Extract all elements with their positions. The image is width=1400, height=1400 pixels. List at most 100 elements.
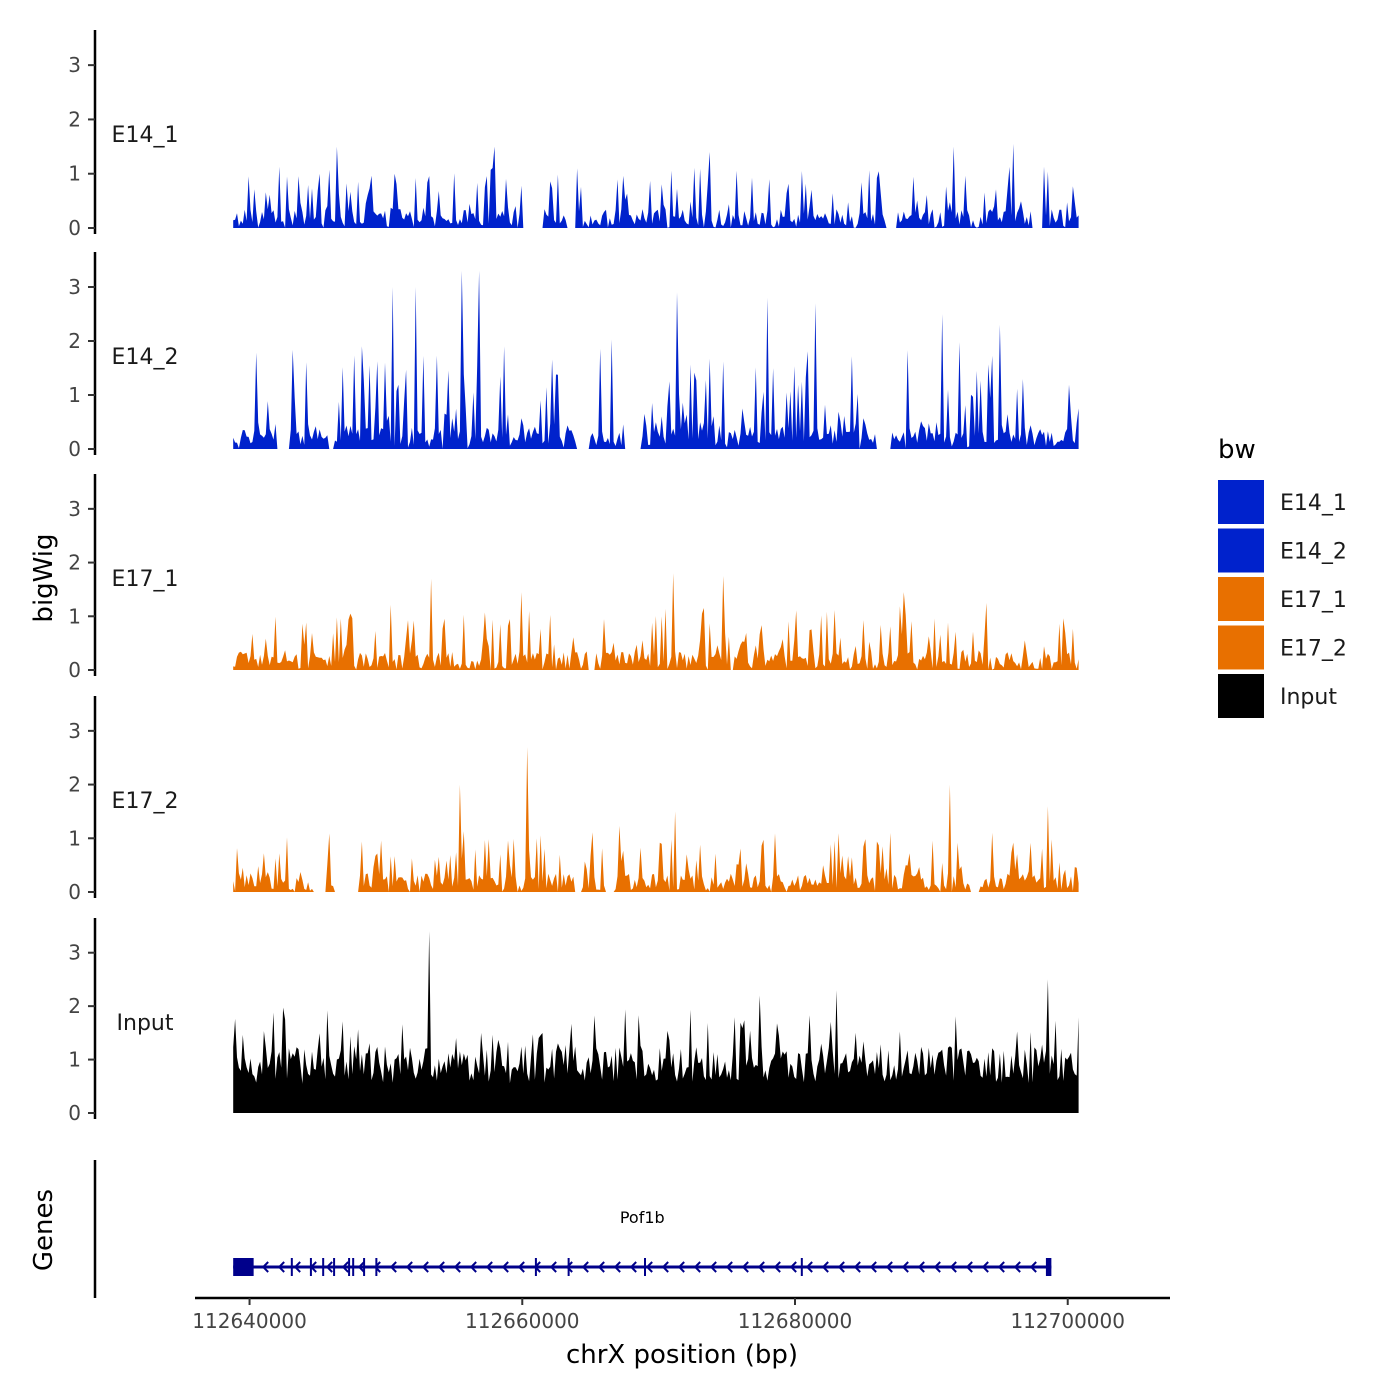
- y-tick-label-E17_2-0: 0: [68, 880, 81, 904]
- strand-chevron: [933, 1261, 941, 1273]
- x-tick-label-112660000: 112660000: [465, 1309, 580, 1333]
- x-tick-label-112640000: 112640000: [192, 1309, 307, 1333]
- signal-area-E17_2: [233, 747, 1079, 892]
- strand-chevron: [293, 1261, 301, 1273]
- strand-chevron: [869, 1261, 877, 1273]
- y-tick-label-E14_1-0: 0: [68, 216, 81, 240]
- legend-swatch-Input: [1218, 674, 1264, 718]
- strand-chevron: [837, 1261, 845, 1273]
- strand-chevron: [549, 1261, 557, 1273]
- strand-chevron: [757, 1261, 765, 1273]
- strand-chevron: [789, 1261, 797, 1273]
- legend-label-E17_2: E17_2: [1280, 637, 1347, 662]
- strand-chevron: [949, 1261, 957, 1273]
- strand-chevron: [853, 1261, 861, 1273]
- signal-area-Input: [233, 931, 1079, 1113]
- strand-chevron: [517, 1261, 525, 1273]
- strand-chevron: [421, 1261, 429, 1273]
- strand-chevron: [917, 1261, 925, 1273]
- y-tick-label-E14_1-2: 2: [68, 107, 81, 131]
- track-label-Input: Input: [117, 1011, 174, 1036]
- strand-chevron: [261, 1261, 269, 1273]
- strand-chevron: [485, 1261, 493, 1273]
- strand-chevron: [965, 1261, 973, 1273]
- legend-label-E14_1: E14_1: [1280, 491, 1347, 516]
- strand-chevron: [565, 1261, 573, 1273]
- y-tick-label-E14_2-3: 3: [68, 275, 81, 299]
- y-tick-label-Input-3: 3: [68, 941, 81, 965]
- genes-track-title: Genes: [29, 1189, 59, 1271]
- signal-area-E14_1: [233, 143, 1079, 228]
- strand-chevron: [725, 1261, 733, 1273]
- strand-chevron: [501, 1261, 509, 1273]
- y-tick-label-E17_1-3: 3: [68, 497, 81, 521]
- strand-chevron: [341, 1261, 349, 1273]
- y-tick-label-E17_2-3: 3: [68, 719, 81, 743]
- y-tick-label-E17_1-1: 1: [68, 604, 81, 628]
- exon-block-0: [233, 1258, 254, 1276]
- strand-chevron: [453, 1261, 461, 1273]
- x-tick-label-112700000: 112700000: [1010, 1309, 1125, 1333]
- track-label-E17_2: E17_2: [112, 789, 179, 814]
- signal-area-E14_2: [233, 270, 1079, 449]
- y-tick-label-E14_2-1: 1: [68, 383, 81, 407]
- y-axis-title: bigWig: [29, 533, 59, 622]
- strand-chevron: [373, 1261, 381, 1273]
- strand-chevron: [693, 1261, 701, 1273]
- legend-label-E17_1: E17_1: [1280, 588, 1347, 613]
- strand-chevron: [277, 1261, 285, 1273]
- x-axis-title: chrX position (bp): [566, 1340, 798, 1370]
- exon-block-1: [1045, 1258, 1052, 1276]
- y-tick-label-Input-1: 1: [68, 1048, 81, 1072]
- strand-chevron: [997, 1261, 1005, 1273]
- y-tick-label-E14_1-1: 1: [68, 162, 81, 186]
- legend-label-Input: Input: [1280, 685, 1337, 710]
- legend-title: bw: [1218, 435, 1256, 465]
- legend-swatch-E14_1: [1218, 480, 1264, 524]
- track-label-E14_1: E14_1: [112, 123, 179, 148]
- signal-area-E17_1: [233, 573, 1079, 670]
- strand-chevron: [773, 1261, 781, 1273]
- strand-chevron: [389, 1261, 397, 1273]
- y-tick-label-E14_1-3: 3: [68, 53, 81, 77]
- strand-chevron: [597, 1261, 605, 1273]
- strand-chevron: [661, 1261, 669, 1273]
- strand-chevron: [405, 1261, 413, 1273]
- legend-swatch-E17_2: [1218, 625, 1264, 670]
- strand-chevron: [469, 1261, 477, 1273]
- strand-chevron: [645, 1261, 653, 1273]
- y-tick-label-E17_1-2: 2: [68, 551, 81, 575]
- strand-chevron: [709, 1261, 717, 1273]
- strand-chevron: [741, 1261, 749, 1273]
- gene-label-Pof1b: Pof1b: [620, 1208, 665, 1227]
- strand-chevron: [885, 1261, 893, 1273]
- strand-chevron: [581, 1261, 589, 1273]
- y-tick-label-E17_2-1: 1: [68, 826, 81, 850]
- strand-chevron: [613, 1261, 621, 1273]
- y-tick-label-E14_2-2: 2: [68, 329, 81, 353]
- strand-chevron: [325, 1261, 333, 1273]
- y-tick-label-Input-2: 2: [68, 994, 81, 1018]
- track-label-E17_1: E17_1: [112, 567, 179, 592]
- strand-chevron: [357, 1261, 365, 1273]
- strand-chevron: [629, 1261, 637, 1273]
- strand-chevron: [1029, 1261, 1037, 1273]
- strand-chevron: [805, 1261, 813, 1273]
- y-tick-label-Input-0: 0: [68, 1101, 81, 1125]
- strand-chevron: [981, 1261, 989, 1273]
- strand-chevron: [1013, 1261, 1021, 1273]
- y-tick-label-E17_1-0: 0: [68, 658, 81, 682]
- strand-chevron: [901, 1261, 909, 1273]
- y-tick-label-E17_2-2: 2: [68, 773, 81, 797]
- y-tick-label-E14_2-0: 0: [68, 437, 81, 461]
- legend-swatch-E14_2: [1218, 528, 1264, 573]
- legend-swatch-E17_1: [1218, 577, 1264, 621]
- strand-chevron: [821, 1261, 829, 1273]
- track-label-E14_2: E14_2: [112, 345, 179, 370]
- x-tick-label-112680000: 112680000: [738, 1309, 853, 1333]
- strand-chevron: [677, 1261, 685, 1273]
- strand-chevron: [437, 1261, 445, 1273]
- legend-label-E14_2: E14_2: [1280, 540, 1347, 565]
